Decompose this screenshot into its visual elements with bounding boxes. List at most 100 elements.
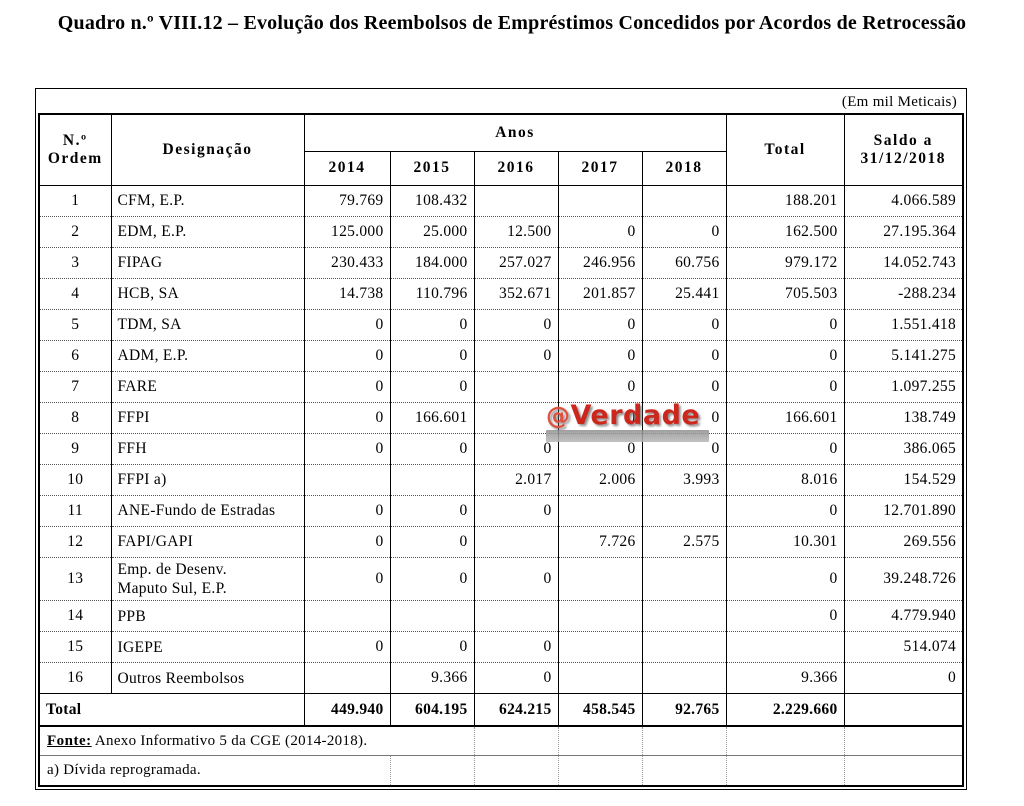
year-value-cell-2017: 7.726 (557, 525, 643, 557)
total-saldo (843, 693, 964, 727)
year-value-cell-2017: 0 (557, 215, 643, 247)
year-value-cell-2018: 0 (641, 308, 727, 340)
total-section: Total 449.940 604.195 624.215 458.545 92… (38, 693, 964, 727)
year-value-cell-2018: 0 (641, 215, 727, 247)
year-value-cell-2014: 0 (303, 494, 391, 526)
designacao-cell: CFM, E.P. (110, 184, 305, 216)
saldo-cell: 514.074 (843, 631, 964, 663)
row-total-cell: 0 (725, 308, 845, 340)
year-value-cell-2015: 0 (389, 432, 475, 464)
ordem-cell: 15 (38, 631, 112, 663)
total-label: Total (38, 693, 305, 727)
row-total-cell: 0 (725, 494, 845, 526)
table-row: 1 CFM, E.P. 79.769 108.432 188.201 4.066.589 (38, 184, 964, 216)
empty-cell (843, 755, 963, 786)
designacao-cell: EDM, E.P. (110, 215, 305, 247)
row-total-cell: 705.503 (725, 277, 845, 309)
table-row: 3 FIPAG 230.433 184.000 257.027 246.956 60.756… (38, 246, 964, 278)
saldo-cell: 0 (843, 662, 964, 694)
table-row: 6 ADM, E.P. 0 0 0 0 0 0 5.141.275 (38, 339, 964, 371)
ordem-cell: 12 (38, 525, 112, 557)
ordem-cell: 9 (38, 432, 112, 464)
unit-note: (Em mil Meticais) (841, 94, 957, 110)
table-row: 10 FFPI a) 2.017 2.006 3.993 8.016 154.529 (38, 463, 964, 495)
year-value-cell-2014: 0 (303, 525, 391, 557)
year-value-cell-2017: 0 (557, 308, 643, 340)
table-row: 12 FAPI/GAPI 0 0 7.726 2.575 10.301 269.556 (38, 525, 964, 557)
year-value-cell-2017: 2.006 (557, 463, 643, 495)
ordem-cell: 14 (38, 600, 112, 632)
row-total-cell: 0 (725, 339, 845, 371)
header-year-2017: 2017 (557, 150, 643, 186)
fonte-note: Fonte: Anexo Informativo 5 da CGE (2014-… (39, 726, 474, 756)
ordem-cell: 4 (38, 277, 112, 309)
year-value-cell-2015: 0 (389, 494, 475, 526)
year-value-cell-2017 (557, 184, 643, 216)
saldo-cell: -288.234 (843, 277, 964, 309)
year-value-cell-2016: 0 (473, 556, 559, 601)
table-row: 16 Outros Reembolsos 9.366 0 9.366 0 (38, 662, 964, 694)
year-value-cell-2018: 60.756 (641, 246, 727, 278)
row-total-cell: 188.201 (725, 184, 845, 216)
designacao-cell: ANE-Fundo de Estradas (110, 494, 305, 526)
year-value-cell-2018 (641, 184, 727, 216)
table-footer: Fonte: Anexo Informativo 5 da CGE (2014-… (39, 725, 963, 786)
year-value-cell-2014: 230.433 (303, 246, 391, 278)
header-anos: Anos (303, 113, 727, 152)
saldo-cell: 4.066.589 (843, 184, 964, 216)
designacao-cell: Outros Reembolsos (110, 662, 305, 694)
year-value-cell-2016: 0 (473, 308, 559, 340)
saldo-cell: 4.779.940 (843, 600, 964, 632)
ordem-cell: 8 (38, 401, 112, 433)
year-value-cell-2017 (557, 662, 643, 694)
year-value-cell-2017 (557, 556, 643, 601)
year-value-cell-2016: 257.027 (473, 246, 559, 278)
designacao-cell: Emp. de Desenv. Maputo Sul, E.P. (110, 556, 305, 601)
year-value-cell-2015: 0 (389, 556, 475, 601)
year-value-cell-2014: 0 (303, 339, 391, 371)
year-value-cell-2016: 0 (473, 494, 559, 526)
header-year-2016: 2016 (473, 150, 559, 186)
note-a: a) Dívida reprogramada. (39, 755, 390, 786)
year-value-cell-2017: 0 (557, 370, 643, 402)
ordem-cell: 10 (38, 463, 112, 495)
table-row: 5 TDM, SA 0 0 0 0 0 0 1.551.418 (38, 308, 964, 340)
year-value-cell-2015: 0 (389, 308, 475, 340)
saldo-cell: 5.141.275 (843, 339, 964, 371)
year-value-cell-2018: 25.441 (641, 277, 727, 309)
year-value-cell-2014 (303, 463, 391, 495)
header-year-2015: 2015 (389, 150, 475, 186)
total-year-2016: 624.215 (473, 693, 559, 727)
saldo-cell: 269.556 (843, 525, 964, 557)
ordem-cell: 7 (38, 370, 112, 402)
ordem-cell: 6 (38, 339, 112, 371)
year-value-cell-2018: 0 (641, 432, 727, 464)
year-value-cell-2018: 3.993 (641, 463, 727, 495)
row-total-cell: 0 (725, 556, 845, 601)
row-total-cell: 166.601 (725, 401, 845, 433)
header-designacao: Designação (110, 113, 305, 186)
year-value-cell-2017: 201.857 (557, 277, 643, 309)
document-page: { "title": "Quadro n.º VIII.12 – Evoluçã… (0, 10, 1024, 806)
year-value-cell-2018 (641, 600, 727, 632)
year-value-cell-2014: 0 (303, 556, 391, 601)
year-value-cell-2014: 0 (303, 401, 391, 433)
total-year-2017: 458.545 (557, 693, 643, 727)
ordem-cell: 5 (38, 308, 112, 340)
year-value-cell-2014 (303, 662, 391, 694)
table-header: N.º Ordem Designação Anos Total Saldo a 31… (38, 113, 964, 186)
empty-cell (725, 725, 845, 756)
year-value-cell-2018 (641, 662, 727, 694)
year-value-cell-2016: 0 (473, 631, 559, 663)
year-value-cell-2015: 0 (389, 631, 475, 663)
year-value-cell-2016 (473, 401, 559, 433)
year-value-cell-2014: 0 (303, 370, 391, 402)
total-year-2018: 92.765 (641, 693, 727, 727)
fonte-row: Fonte: Anexo Informativo 5 da CGE (2014-… (39, 725, 963, 756)
table-row: 8 FFPI 0 166.601 0 0 166.601 138.749 (38, 401, 964, 433)
note-a-row: a) Dívida reprogramada. (39, 755, 963, 786)
designacao-cell: HCB, SA (110, 277, 305, 309)
year-value-cell-2015: 108.432 (389, 184, 475, 216)
designacao-cell: ADM, E.P. (110, 339, 305, 371)
ordem-cell: 2 (38, 215, 112, 247)
